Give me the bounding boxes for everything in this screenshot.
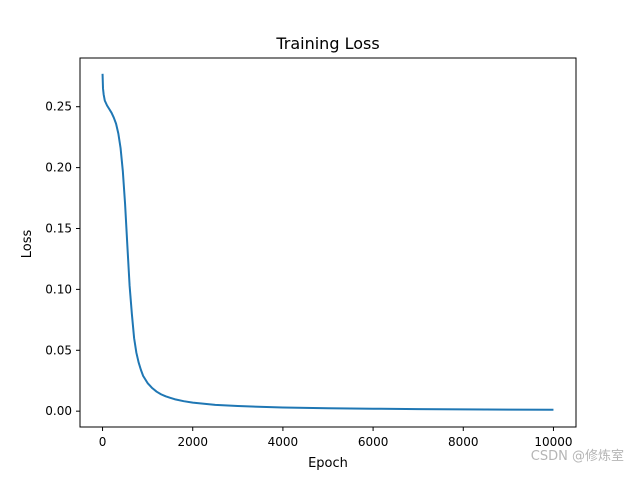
y-tick-label: 0.05: [45, 343, 72, 357]
loss-series-line: [101, 73, 554, 411]
x-tick-label: 8000: [448, 435, 479, 449]
y-tick-label: 0.00: [45, 404, 72, 418]
x-tick-label: 10000: [534, 435, 572, 449]
y-tick-label: 0.20: [45, 161, 72, 175]
y-tick-label: 0.15: [45, 221, 72, 235]
x-axis-label: Epoch: [308, 456, 348, 471]
x-tick-label: 6000: [358, 435, 389, 449]
plot-area: 0 2000 4000 6000 8000 10000 0.00 0.05 0.10 0.15 0.…: [45, 57, 577, 449]
chart-title: Training Loss: [275, 34, 379, 53]
x-tick-label: 2000: [177, 435, 208, 449]
x-tick-label: 4000: [268, 435, 299, 449]
watermark: CSDN @修炼室: [530, 449, 624, 464]
x-tick-label: 0: [99, 435, 107, 449]
y-tick-label: 0.25: [45, 100, 72, 114]
axes-frame: [79, 57, 577, 428]
y-tick-label: 0.10: [45, 282, 72, 296]
y-axis-label: Loss: [20, 230, 35, 259]
